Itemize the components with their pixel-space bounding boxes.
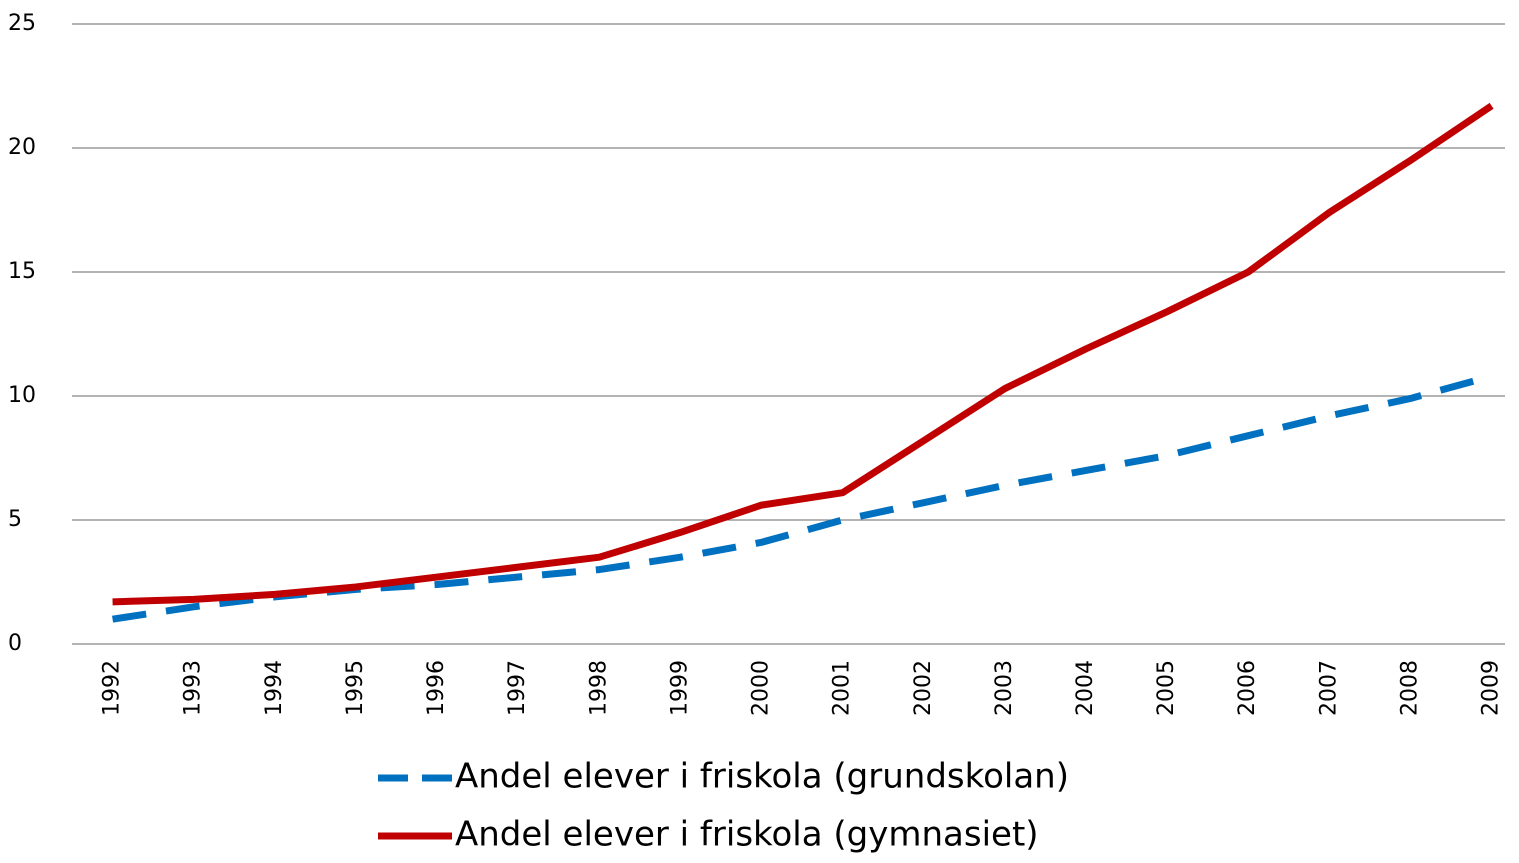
x-tick-label: 1995 <box>343 660 368 716</box>
x-tick-label: 1999 <box>667 660 692 716</box>
x-tick-label: 2003 <box>992 660 1017 716</box>
x-tick-label: 1997 <box>505 660 530 716</box>
y-tick-label: 20 <box>8 135 36 160</box>
y-tick-label: 0 <box>8 631 22 656</box>
series-line <box>112 102 1494 606</box>
x-tick-label: 2002 <box>911 660 936 716</box>
x-tick-label: 2001 <box>830 660 855 716</box>
x-tick-label: 2007 <box>1316 660 1341 716</box>
x-tick-label: 2009 <box>1479 660 1504 716</box>
x-tick-label: 1994 <box>262 660 287 716</box>
x-tick-label: 2000 <box>749 660 774 716</box>
x-tick-label: 2004 <box>1073 660 1098 716</box>
x-tick-label: 2005 <box>1154 660 1179 716</box>
x-tick-label: 1993 <box>181 660 206 716</box>
y-tick-label: 10 <box>8 383 36 408</box>
y-tick-label: 25 <box>8 11 36 36</box>
x-tick-label: 1996 <box>424 660 449 716</box>
y-tick-label: 5 <box>8 507 22 532</box>
x-tick-label: 2008 <box>1397 660 1422 716</box>
y-tick-label: 15 <box>8 259 36 284</box>
x-tick-label: 1998 <box>586 660 611 716</box>
x-tick-label: 2006 <box>1235 660 1260 716</box>
legend-text: Andel elever i friskola (gymnasiet) <box>455 815 1039 855</box>
legend-text: Andel elever i friskola (grundskolan) <box>455 757 1069 797</box>
x-tick-label: 1992 <box>100 660 125 716</box>
